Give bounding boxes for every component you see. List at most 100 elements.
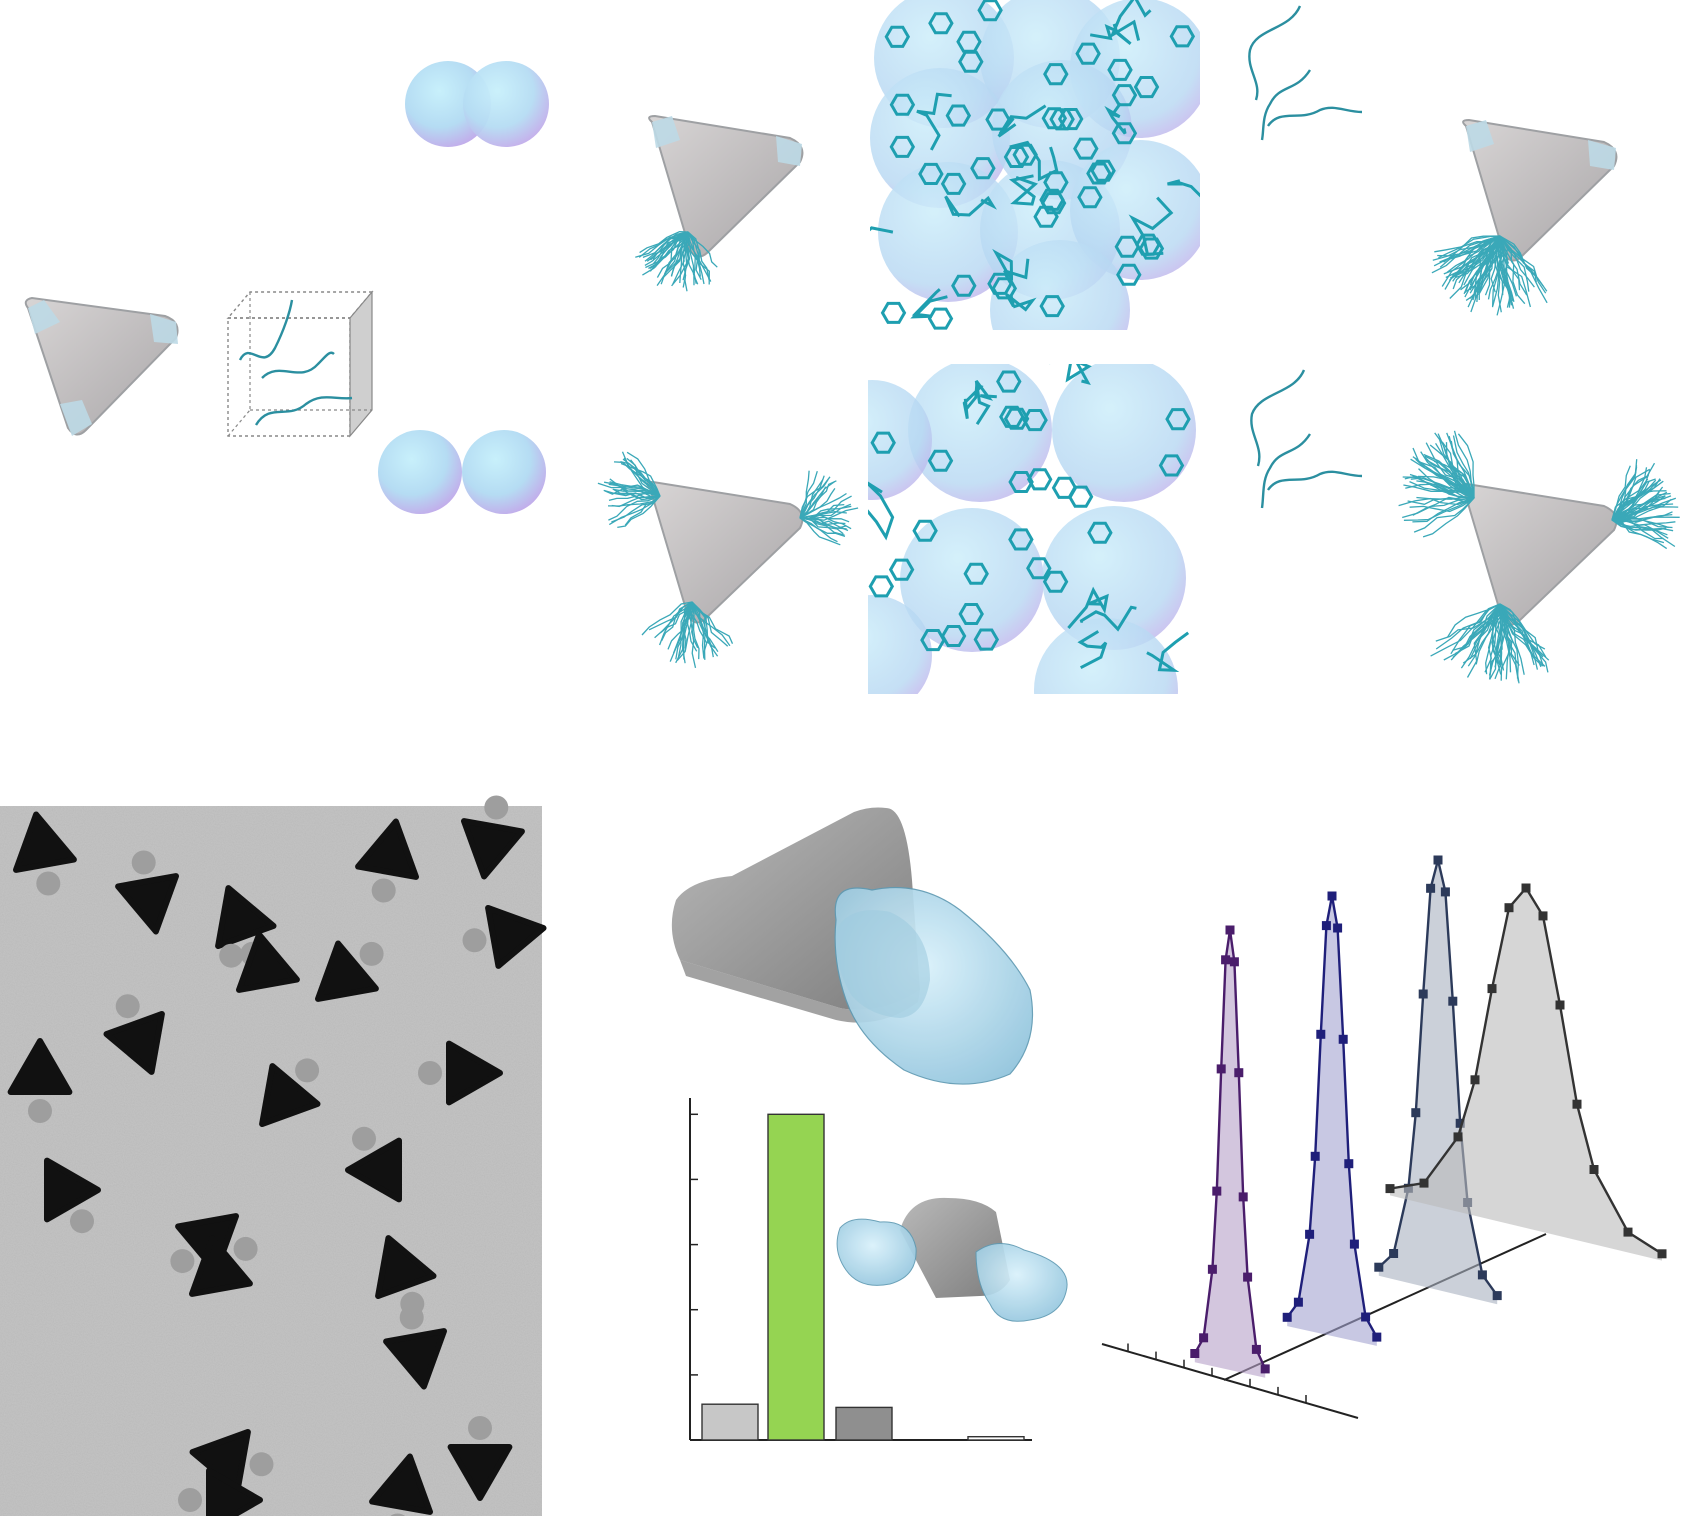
start-nanoprism-icon [24,296,179,436]
polymer-chain [1460,603,1501,669]
phenyl-ring [1135,233,1161,256]
polymer-chain [1412,497,1475,523]
polymer-chain [626,457,661,497]
polymer-chain [1611,519,1676,526]
tip-coating-blob [170,1249,195,1274]
distribution-point [1238,1192,1248,1202]
phenyl-ring [1039,295,1065,318]
polymer-chain [1429,444,1475,499]
distribution-point [1440,887,1450,897]
polymer-chain [1398,497,1475,507]
polymer-chain [1435,442,1475,499]
tip-coating-blob [462,928,487,953]
distribution-point [1349,1239,1359,1249]
distribution-point [1361,1312,1371,1322]
distribution-point [1492,1291,1502,1301]
distribution-point [1243,1272,1253,1282]
nanoprism-particle [44,1157,101,1223]
distribution-point [1419,1178,1429,1188]
distribution-point [1453,1132,1463,1142]
polymer-chain [1499,235,1526,305]
phenyl-ring [880,301,907,324]
tip-coating-blob [418,1061,442,1085]
tip-coating-blob [178,1488,202,1512]
polymer-chain [799,517,846,538]
distribution-point [1216,1064,1226,1074]
distribution-point [1293,1297,1303,1307]
polymer-chain [687,231,712,282]
phenyl-ring [963,562,989,585]
polymer-chain [1611,468,1651,521]
polymer-chain [1499,603,1549,673]
backbone-chain [974,380,997,426]
distribution-point [1321,921,1331,931]
phenyl-ring [1090,159,1116,182]
tip-coating-blob [484,795,509,820]
polymer-chain [691,601,714,658]
distribution-point [1538,911,1548,921]
polymer-chain [687,231,696,286]
tip-coating-blob [359,941,384,966]
polymer-chain [1462,603,1501,664]
backbone-chain [1005,293,1037,312]
free-polymer-chains-top-icon [1248,5,1363,141]
polymer-chain [1439,235,1501,263]
nanoprism-particle [446,1040,503,1106]
polymer-chain [1450,603,1501,655]
polymer-chain [1499,236,1513,305]
polymer-chain [1403,484,1475,499]
polymer-chain [1455,235,1501,279]
tip-coating-blob [36,871,61,896]
dist-x-axis [1101,1343,1359,1419]
phenyl-ring [985,108,1011,131]
polymer-chain [1611,497,1677,521]
phenyl-ring [889,135,916,158]
polymer-chain [691,601,700,660]
nanoprism-particle [355,818,419,880]
nanoprism-particle [461,818,525,880]
polymer-chain [1611,467,1648,521]
phenyl-ring [1008,528,1034,551]
polymer-chain [1434,235,1501,253]
polymer-chain [687,231,710,285]
distribution-point [1572,1099,1582,1109]
tip-coating-blob [371,878,396,903]
tip-coating-blob [131,850,156,875]
phenyl-ring [1003,146,1030,168]
polymer-chain [1413,497,1475,533]
polymer-chain [1611,469,1651,521]
distribution-point [1251,1344,1261,1354]
phenyl-ring [1073,137,1099,160]
phenyl-ring [870,431,896,454]
distribution-point [1623,1227,1633,1237]
phenyl-ring [945,104,972,127]
distribution-point [1426,883,1436,893]
phenyl-ring [912,519,938,542]
distribution-point [1316,1029,1326,1039]
distribution-point [1433,855,1443,865]
phenyl-ring [1107,58,1133,81]
distribution-fill-1 [1194,930,1266,1378]
backbone-chain [944,195,998,218]
polymer-chain [649,231,689,272]
polymer-chain [1611,513,1673,523]
backbone-chain [997,104,1047,138]
bar-3 [835,1406,893,1441]
polymer-chain [1487,235,1502,300]
phenyl-ring [958,50,984,73]
polymer-chain [1499,603,1512,673]
backbone-chain [1009,140,1059,182]
polymer-chain [1448,435,1475,499]
polymer-chain [652,231,689,265]
polymer-chain [607,495,661,507]
phenyl-ring [1043,171,1069,194]
polymer-chain [1409,497,1475,513]
distribution-point [1234,1068,1244,1078]
phenyl-ring [1057,108,1084,131]
phenyl-ring [1022,409,1048,432]
polymer-chain [608,483,661,497]
tip-coating-blob [115,994,140,1019]
polymer-chain [682,601,693,649]
polymer-chain [675,601,693,664]
phenyl-ring [928,12,954,35]
